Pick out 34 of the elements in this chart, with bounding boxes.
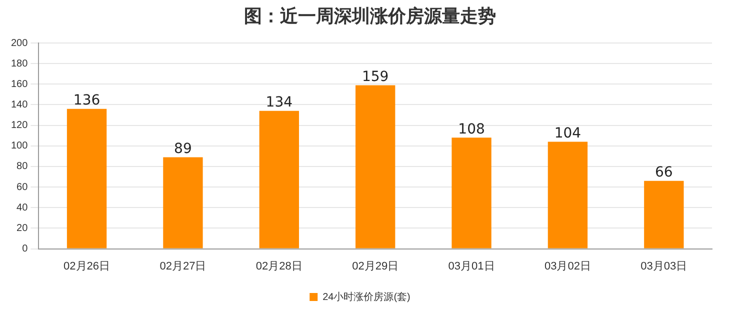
- y-tick-label: 60: [16, 182, 28, 193]
- y-tick-label: 100: [10, 140, 28, 152]
- chart-title: 图：近一周深圳涨价房源量走势: [243, 5, 497, 29]
- data-label: 136: [73, 92, 100, 108]
- data-label: 159: [362, 68, 389, 85]
- y-tick-label: 180: [10, 58, 28, 70]
- x-tick-label: 02月26日: [64, 260, 110, 272]
- y-tick-label: 120: [10, 120, 28, 132]
- x-tick-label: 03月01日: [448, 260, 495, 272]
- y-tick-label: 40: [16, 202, 28, 214]
- x-tick-label: 03月03日: [640, 260, 688, 272]
- bar: [356, 85, 396, 248]
- y-tick-label: 20: [16, 222, 28, 234]
- bar: [452, 138, 492, 248]
- x-tick-label: 03月02日: [544, 260, 591, 272]
- y-tick-label: 160: [10, 78, 28, 90]
- y-tick-label: 0: [22, 244, 28, 255]
- bar: [66, 108, 107, 248]
- bar: [163, 157, 203, 248]
- y-tick-label: 80: [16, 161, 28, 172]
- x-tick-label: 02月29日: [352, 260, 399, 272]
- x-tick-label: 02月28日: [256, 260, 302, 272]
- bar: [259, 110, 299, 248]
- x-tick-label: 02月27日: [160, 260, 206, 272]
- bar: [644, 180, 684, 248]
- data-label: 134: [266, 94, 293, 111]
- data-label: 104: [554, 125, 582, 142]
- data-label: 108: [458, 121, 485, 138]
- y-tick-label: 140: [10, 99, 28, 110]
- legend-label: 24小时涨价房源(套): [322, 290, 410, 303]
- data-label: 66: [654, 164, 673, 181]
- y-tick-label: 200: [10, 38, 28, 49]
- bar: [548, 142, 588, 248]
- data-label: 89: [174, 140, 192, 157]
